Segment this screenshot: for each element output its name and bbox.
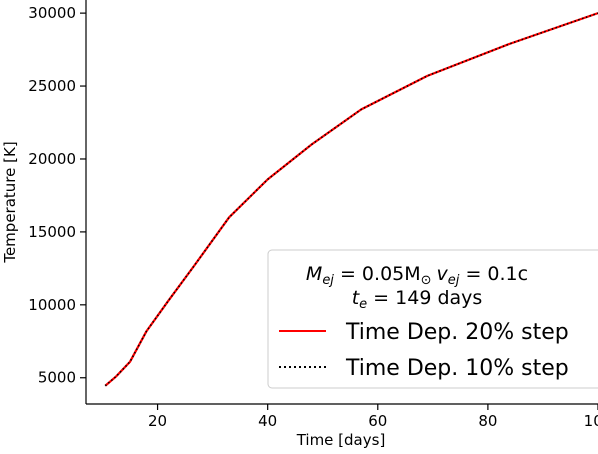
y-tick-label: 30000 bbox=[28, 4, 76, 22]
y-tick-label: 10000 bbox=[28, 296, 76, 314]
legend-label-series-2: Time Dep. 10% step bbox=[345, 356, 569, 381]
legend-title-m-sub: ej bbox=[322, 273, 334, 288]
y-tick-label: 15000 bbox=[28, 223, 76, 241]
x-tick-label: 80 bbox=[478, 412, 497, 430]
legend-title-line2: te = 149 days bbox=[352, 287, 483, 312]
axes-frame bbox=[85, 0, 598, 405]
y-axis-label: Temperature [K] bbox=[1, 141, 19, 263]
y-tick-label: 5000 bbox=[38, 369, 76, 387]
x-tick-label: 60 bbox=[368, 412, 387, 430]
legend-title-v: v bbox=[437, 263, 449, 285]
plot-lines bbox=[104, 12, 598, 387]
legend-box bbox=[267, 249, 598, 389]
series-line-1 bbox=[104, 12, 598, 387]
y-tick-label: 20000 bbox=[28, 150, 76, 168]
legend-title-t-sub: e bbox=[359, 297, 367, 312]
x-tick-label: 20 bbox=[148, 412, 167, 430]
legend: Mej = 0.05M⊙ vej = 0.1c te = 149 days Tim… bbox=[267, 249, 598, 389]
legend-title-t-value: = 149 days bbox=[367, 287, 482, 309]
x-axis-ticks: 20 40 60 80 100 bbox=[148, 404, 598, 430]
y-tick-label: 25000 bbox=[28, 77, 76, 95]
legend-title-v-value: = 0.1c bbox=[459, 263, 528, 285]
legend-title-v-sub: ej bbox=[448, 273, 460, 288]
legend-title-m-value: = 0.05M bbox=[334, 263, 421, 285]
y-axis-ticks: 5000 10000 15000 20000 25000 30000 bbox=[28, 4, 86, 387]
legend-title-m: M bbox=[306, 263, 322, 285]
legend-title-t: t bbox=[352, 287, 361, 309]
legend-label-series-1: Time Dep. 20% step bbox=[345, 320, 569, 345]
x-axis-label: Time [days] bbox=[296, 431, 386, 449]
sun-symbol-icon: ⊙ bbox=[421, 273, 432, 288]
x-tick-label: 40 bbox=[258, 412, 277, 430]
x-tick-label: 100 bbox=[584, 412, 598, 430]
legend-title-line1: Mej = 0.05M⊙ vej = 0.1c bbox=[306, 263, 528, 288]
